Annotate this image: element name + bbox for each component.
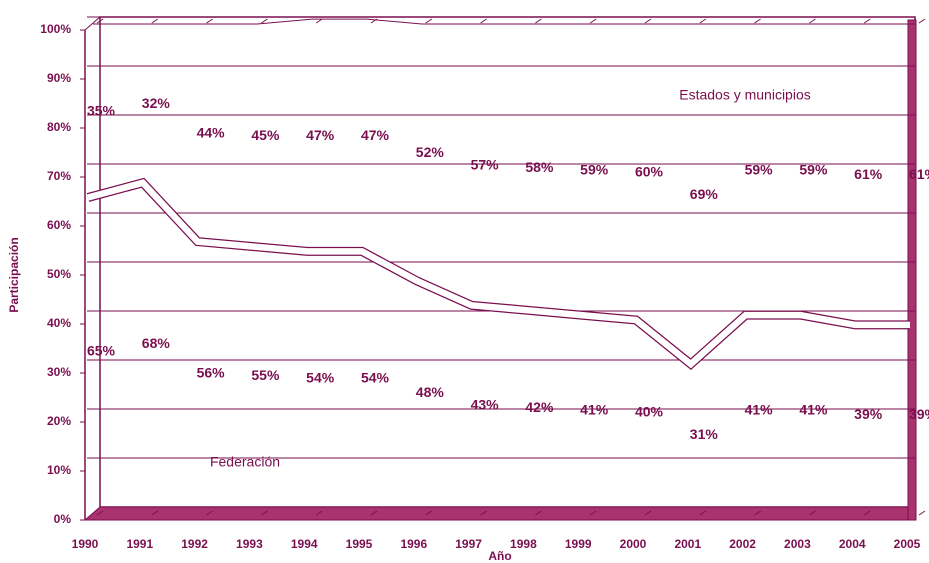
floor-tick — [754, 510, 761, 516]
top-tick — [589, 18, 597, 24]
floor-tick — [918, 510, 926, 516]
edge — [84, 16, 101, 31]
data-label: 39% — [854, 406, 883, 422]
top-tick — [96, 18, 104, 24]
data-label: 54% — [361, 369, 390, 385]
data-label: 35% — [87, 102, 116, 118]
x-tick-label: 1990 — [72, 537, 99, 551]
floor-tick — [644, 510, 652, 516]
top-tick — [480, 18, 487, 24]
x-tick-label: 2003 — [784, 537, 811, 551]
floor-tick — [699, 510, 707, 516]
y-tick-label: 50% — [47, 267, 71, 281]
floor-tick — [425, 510, 433, 516]
data-label: 39% — [909, 406, 929, 422]
x-axis-label: Año — [488, 549, 511, 563]
data-label: 44% — [197, 125, 226, 141]
data-label: 47% — [361, 127, 390, 143]
data-label: 59% — [799, 161, 828, 177]
y-tick-label: 40% — [47, 316, 71, 330]
estados-top — [93, 18, 915, 25]
data-label: 68% — [142, 335, 171, 351]
data-label: 59% — [745, 161, 774, 177]
x-tick-label: 1997 — [455, 537, 482, 551]
top-tick — [699, 18, 707, 24]
floor-tick — [370, 510, 378, 516]
x-tick-label: 1998 — [510, 537, 537, 551]
data-label: 41% — [580, 401, 609, 417]
top-tick — [535, 18, 542, 24]
floor-tick — [206, 510, 213, 516]
data-label: 61% — [909, 166, 929, 182]
x-tick-label: 1996 — [400, 537, 427, 551]
x-tick-label: 2000 — [620, 537, 647, 551]
data-label: 41% — [745, 401, 774, 417]
x-tick-label: 1992 — [181, 537, 208, 551]
data-label: 65% — [87, 342, 116, 358]
y-tick-label: 80% — [47, 120, 71, 134]
data-label: 54% — [306, 369, 335, 385]
floor-tick — [863, 510, 871, 516]
data-label: 45% — [251, 127, 280, 143]
top-tick — [863, 18, 871, 24]
floor-tick — [535, 510, 542, 516]
data-label: 69% — [690, 186, 719, 202]
data-label: 47% — [306, 127, 335, 143]
top-tick — [151, 18, 159, 24]
top-tick — [315, 18, 323, 24]
floor-tick — [151, 510, 159, 516]
data-label: 42% — [525, 399, 554, 415]
floor-tick — [589, 510, 597, 516]
floor-tick — [96, 510, 104, 516]
x-tick-label: 1999 — [565, 537, 592, 551]
data-label: 57% — [471, 156, 500, 172]
data-label: 43% — [471, 396, 500, 412]
y-tick-label: 70% — [47, 169, 71, 183]
y-tick-label: 30% — [47, 365, 71, 379]
y-axis-label: Participación — [7, 237, 21, 312]
data-label: 56% — [197, 365, 226, 381]
x-tick-label: 1994 — [291, 537, 318, 551]
data-label: 41% — [799, 401, 828, 417]
top-tick — [644, 18, 652, 24]
data-label: 52% — [416, 144, 445, 160]
y-tick-label: 0% — [54, 512, 72, 526]
floor-tick — [261, 510, 268, 516]
top-tick — [261, 18, 268, 24]
data-label: 55% — [251, 367, 280, 383]
data-label: 40% — [635, 404, 664, 420]
x-tick-label: 2002 — [729, 537, 756, 551]
x-tick-label: 2005 — [894, 537, 921, 551]
data-label: 31% — [690, 426, 719, 442]
x-tick-label: 2001 — [674, 537, 701, 551]
x-tick-label: 1995 — [346, 537, 373, 551]
floor-tick — [809, 510, 816, 516]
y-tick-label: 10% — [47, 463, 71, 477]
top-tick — [809, 18, 816, 24]
data-label: 48% — [416, 384, 445, 400]
data-label: 59% — [580, 161, 609, 177]
y-tick-label: 90% — [47, 71, 71, 85]
series-label: Estados y municipios — [679, 87, 811, 103]
data-label: 32% — [142, 95, 171, 111]
top-tick — [754, 18, 761, 24]
floor-tick — [480, 510, 487, 516]
x-tick-label: 1993 — [236, 537, 263, 551]
data-label: 58% — [525, 159, 554, 175]
series-label: Federación — [210, 454, 280, 470]
side-wall — [907, 19, 917, 521]
data-label: 60% — [635, 164, 664, 180]
x-tick-label: 2004 — [839, 537, 866, 551]
top-tick — [918, 18, 926, 24]
y-tick-label: 20% — [47, 414, 71, 428]
y-tick-label: 60% — [47, 218, 71, 232]
ribbon-inner — [87, 179, 910, 369]
top-tick — [425, 18, 433, 24]
x-tick-label: 1991 — [126, 537, 153, 551]
y-tick-label: 100% — [40, 22, 71, 36]
data-label: 61% — [854, 166, 883, 182]
top-tick — [206, 18, 213, 24]
floor-tick — [315, 510, 323, 516]
